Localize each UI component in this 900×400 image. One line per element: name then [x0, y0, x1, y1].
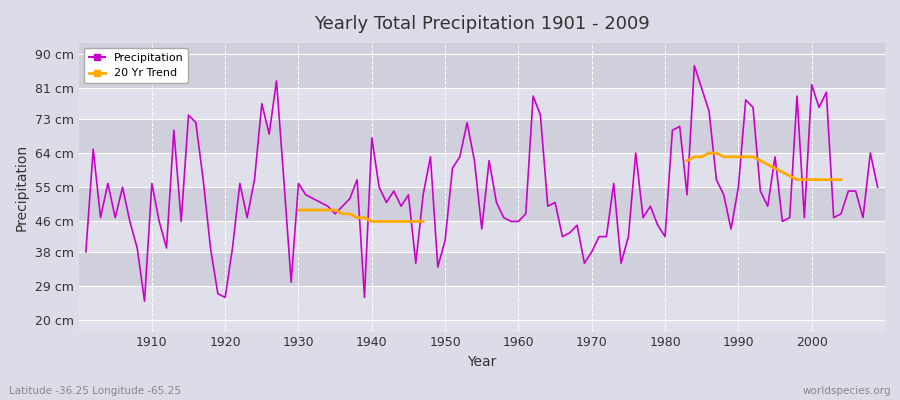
Legend: Precipitation, 20 Yr Trend: Precipitation, 20 Yr Trend — [84, 48, 188, 83]
Bar — [78, 43, 885, 54]
X-axis label: Year: Year — [467, 355, 497, 369]
Bar — [78, 222, 885, 252]
Bar — [78, 88, 885, 119]
Title: Yearly Total Precipitation 1901 - 2009: Yearly Total Precipitation 1901 - 2009 — [314, 15, 650, 33]
Bar — [78, 187, 885, 222]
Bar — [78, 252, 885, 286]
Text: worldspecies.org: worldspecies.org — [803, 386, 891, 396]
Bar — [78, 54, 885, 88]
Bar — [78, 320, 885, 332]
Text: Latitude -36.25 Longitude -65.25: Latitude -36.25 Longitude -65.25 — [9, 386, 181, 396]
Bar — [78, 286, 885, 320]
Bar — [78, 153, 885, 187]
Bar — [78, 119, 885, 153]
Y-axis label: Precipitation: Precipitation — [15, 144, 29, 231]
